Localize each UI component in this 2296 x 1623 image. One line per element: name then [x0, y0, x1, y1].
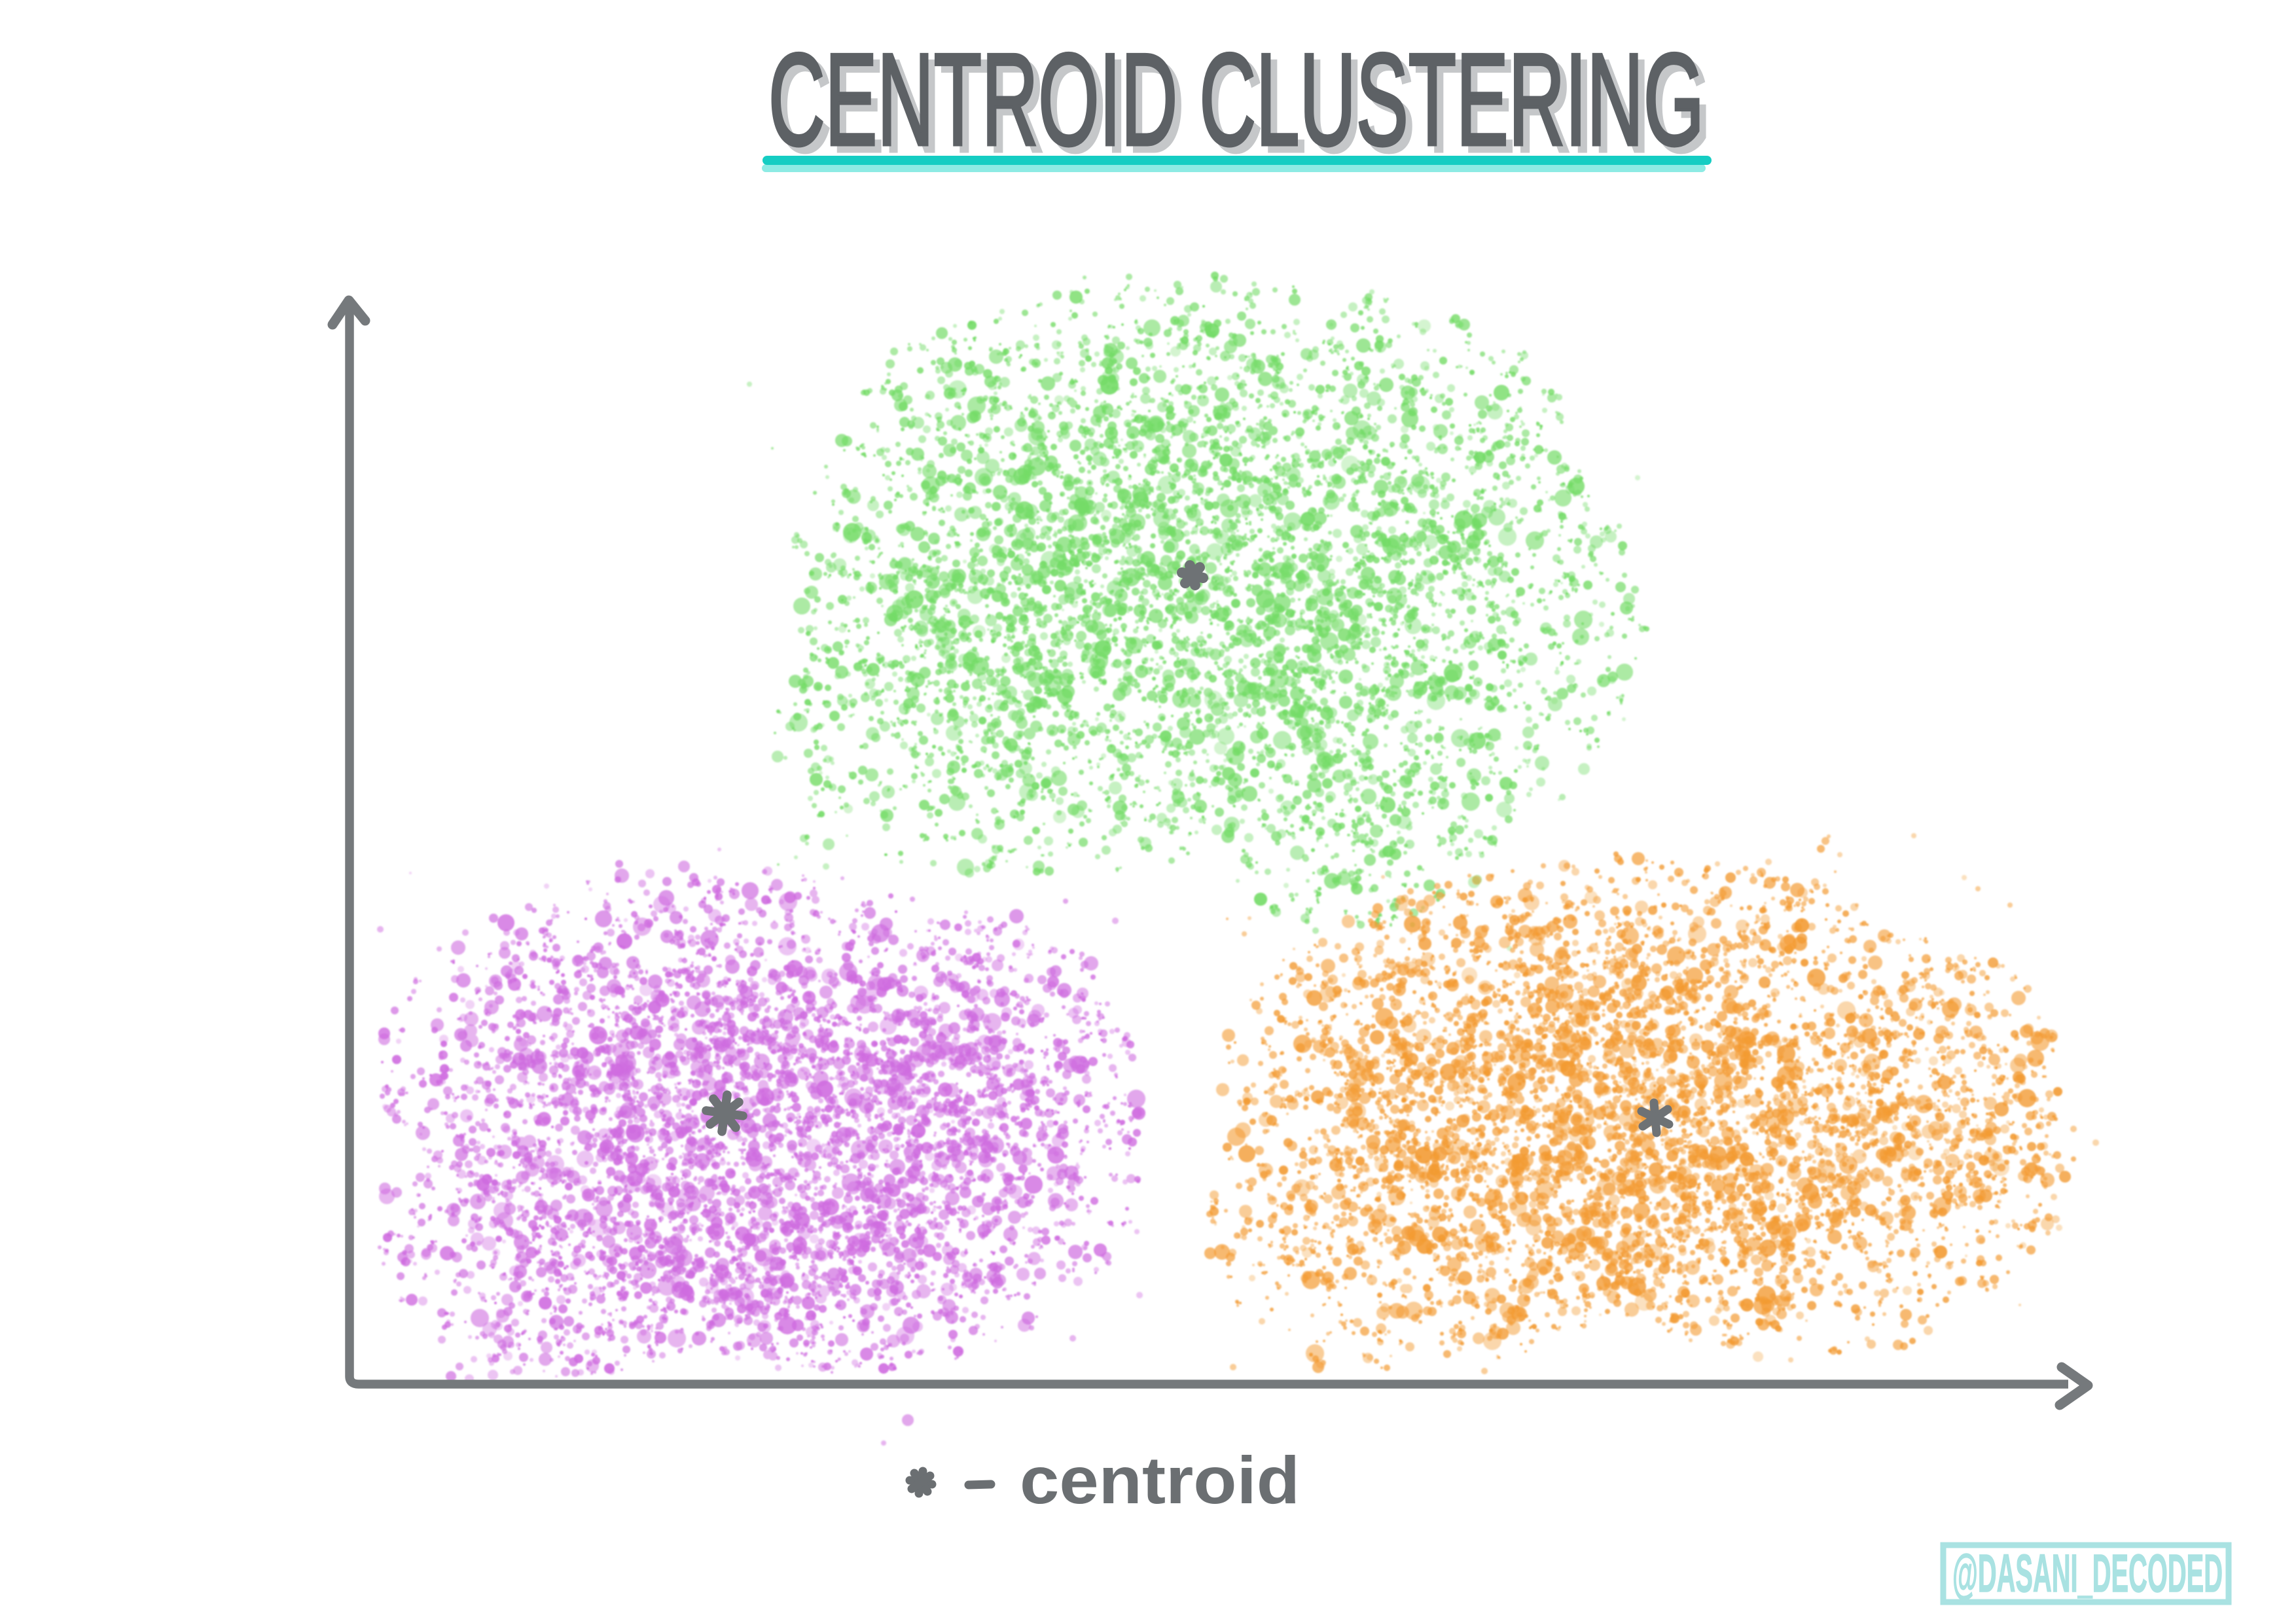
svg-text:CENTROID CLUSTERING: CENTROID CLUSTERING: [775, 33, 1711, 179]
svg-text:centroid: centroid: [1020, 1443, 1300, 1518]
svg-text:@DASANI_DECODED: @DASANI_DECODED: [1952, 1544, 2223, 1603]
svg-text:CENTROID CLUSTERING: CENTROID CLUSTERING: [768, 27, 1704, 173]
